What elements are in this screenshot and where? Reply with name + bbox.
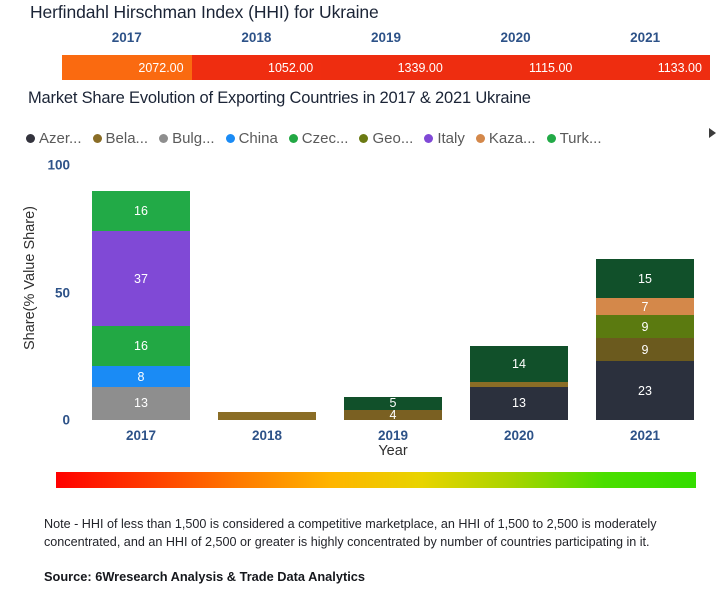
footnote-source: Source: 6Wresearch Analysis & Trade Data…	[44, 569, 366, 584]
legend-item-label: Bulg...	[172, 129, 215, 147]
hhi-year-2021: 2021	[630, 30, 661, 45]
y-axis-tick-100: 100	[47, 157, 70, 173]
legend-item-kaza[interactable]: Kaza...	[475, 129, 536, 147]
stacked-bar-group: 13 8 16 37 16 2017 2018 4 5 2019 13 14 2020 23 9 9 7 15 20…	[78, 165, 708, 443]
bar-segment-label: 23	[638, 383, 652, 398]
legend-dot-icon	[26, 133, 35, 143]
legend-item-label: Geo...	[372, 129, 414, 147]
legend-item-label: Turk...	[559, 129, 602, 147]
bar-column-2020: 13 14 2020	[456, 165, 582, 443]
x-axis-tick-2017: 2017	[125, 428, 157, 443]
legend-item-bulg[interactable]: Bulg...	[159, 130, 215, 147]
bar-segment-label: 37	[134, 271, 148, 286]
hhi-year-2017: 2017	[111, 30, 142, 45]
bar-segment[interactable]: 8	[92, 366, 190, 387]
hhi-value-2018: 1052.00	[191, 55, 322, 80]
legend-dot-icon	[159, 133, 169, 143]
bar-segment[interactable]: 16	[92, 325, 190, 367]
legend-item-label: China	[238, 129, 278, 147]
legend-item-label: Czec...	[301, 129, 349, 147]
legend-item-label: Azer...	[39, 129, 82, 147]
bar-segment-label: 16	[134, 203, 148, 218]
bar-segment-label: 7	[641, 299, 649, 314]
legend-item-czec[interactable]: Czec...	[288, 129, 349, 147]
legend-item-geo[interactable]: Geo...	[359, 130, 413, 147]
bar-segment-label: 8	[137, 369, 145, 384]
chart-legend: Azer... Bela... Bulg... China Czec... Geo... I…	[26, 126, 698, 150]
bar-segment[interactable]: 13	[470, 386, 568, 420]
legend-item-label: Bela...	[105, 129, 149, 147]
y-axis-tick-0: 0	[62, 412, 70, 428]
footnote-note: Note - HHI of less than 1,500 is conside…	[44, 517, 657, 549]
legend-item-china[interactable]: China	[225, 129, 278, 147]
bar-segment[interactable]: 15	[596, 259, 694, 298]
bar-segment[interactable]: 14	[470, 346, 568, 382]
hhi-title: Herfindahl Hirschman Index (HHI) for Ukr…	[30, 2, 379, 22]
hhi-value-2021: 1133.00	[580, 55, 710, 80]
bar-segment-label: 9	[641, 319, 649, 334]
bar-stack: 13 8 16 37 16	[92, 190, 190, 420]
legend-item-azer[interactable]: Azer...	[26, 130, 82, 147]
x-axis-tick-2020: 2020	[503, 428, 535, 443]
bar-segment-label: 15	[638, 271, 652, 286]
bar-segment[interactable]: 16	[92, 190, 190, 232]
bar-segment-label: 5	[389, 397, 397, 410]
legend-scroll-right-icon[interactable]	[709, 128, 716, 138]
bar-column-2017: 13 8 16 37 16 2017	[78, 165, 204, 443]
hhi-year-2019: 2019	[370, 30, 401, 45]
bar-column-2018: 2018	[204, 165, 330, 443]
bar-segment-label: 14	[512, 356, 526, 371]
bar-segment[interactable]: 13	[92, 386, 190, 420]
legend-dot-icon	[424, 133, 434, 143]
x-axis-tick-2019: 2019	[377, 428, 409, 443]
x-axis-label: Year	[378, 443, 408, 459]
bar-segment[interactable]: 4	[344, 409, 442, 420]
bar-segment-label: 16	[134, 339, 148, 354]
y-axis-ticks: 0 50 100	[22, 150, 70, 450]
y-axis-tick-50: 50	[54, 285, 70, 300]
bar-segment[interactable]: 5	[344, 397, 442, 410]
bar-stack: 23 9 9 7 15	[596, 259, 694, 420]
legend-dot-icon	[546, 133, 556, 143]
x-axis-tick-2018: 2018	[251, 428, 283, 443]
hhi-value-band: 2072.00 1052.00 1339.00 1115.00 1133.00	[62, 55, 710, 80]
bar-segment[interactable]: 9	[596, 315, 694, 339]
bar-column-2019: 4 5 2019	[330, 165, 456, 443]
bar-segment-label: 4	[389, 409, 397, 420]
legend-item-label: Kaza...	[488, 129, 536, 147]
bar-segment[interactable]: 37	[92, 231, 190, 326]
bar-segment-label: 9	[641, 342, 649, 357]
bar-segment-label: 13	[512, 396, 526, 411]
bar-segment-label: 13	[134, 396, 148, 411]
hhi-year-header-row: 2017 2018 2019 2020 2021	[62, 30, 710, 45]
bar-stack	[218, 412, 316, 420]
legend-dot-icon	[475, 133, 485, 143]
hhi-value-2020: 1115.00	[450, 55, 581, 80]
chart-plot-area: Share(% Value Share) 0 50 100 13 8 16 37 16 201…	[0, 150, 722, 459]
bar-segment[interactable]: 23	[596, 361, 694, 420]
legend-dot-icon	[288, 133, 298, 143]
legend-item-italy[interactable]: Italy	[424, 130, 465, 147]
legend-item-bela[interactable]: Bela...	[92, 129, 149, 147]
chart-title: Market Share Evolution of Exporting Coun…	[28, 89, 531, 107]
hhi-gradient-scale	[56, 472, 696, 488]
x-axis-tick-2021: 2021	[629, 428, 661, 443]
legend-dot-icon	[92, 133, 102, 143]
bar-segment[interactable]: 9	[596, 338, 694, 362]
hhi-value-2019: 1339.00	[321, 55, 451, 80]
hhi-year-2020: 2020	[500, 30, 531, 45]
hhi-year-2018: 2018	[241, 30, 272, 45]
legend-item-label: Italy	[437, 129, 465, 147]
legend-item-turk[interactable]: Turk...	[546, 129, 602, 147]
legend-dot-icon	[359, 133, 369, 143]
bar-segment[interactable]	[218, 412, 316, 420]
bar-segment[interactable]	[470, 381, 568, 387]
bar-segment[interactable]: 7	[596, 297, 694, 316]
hhi-value-2017: 2072.00	[62, 55, 192, 80]
legend-dot-icon	[225, 133, 235, 143]
bar-column-2021: 23 9 9 7 15 2021	[582, 165, 708, 443]
bar-stack: 13 14	[470, 346, 568, 420]
